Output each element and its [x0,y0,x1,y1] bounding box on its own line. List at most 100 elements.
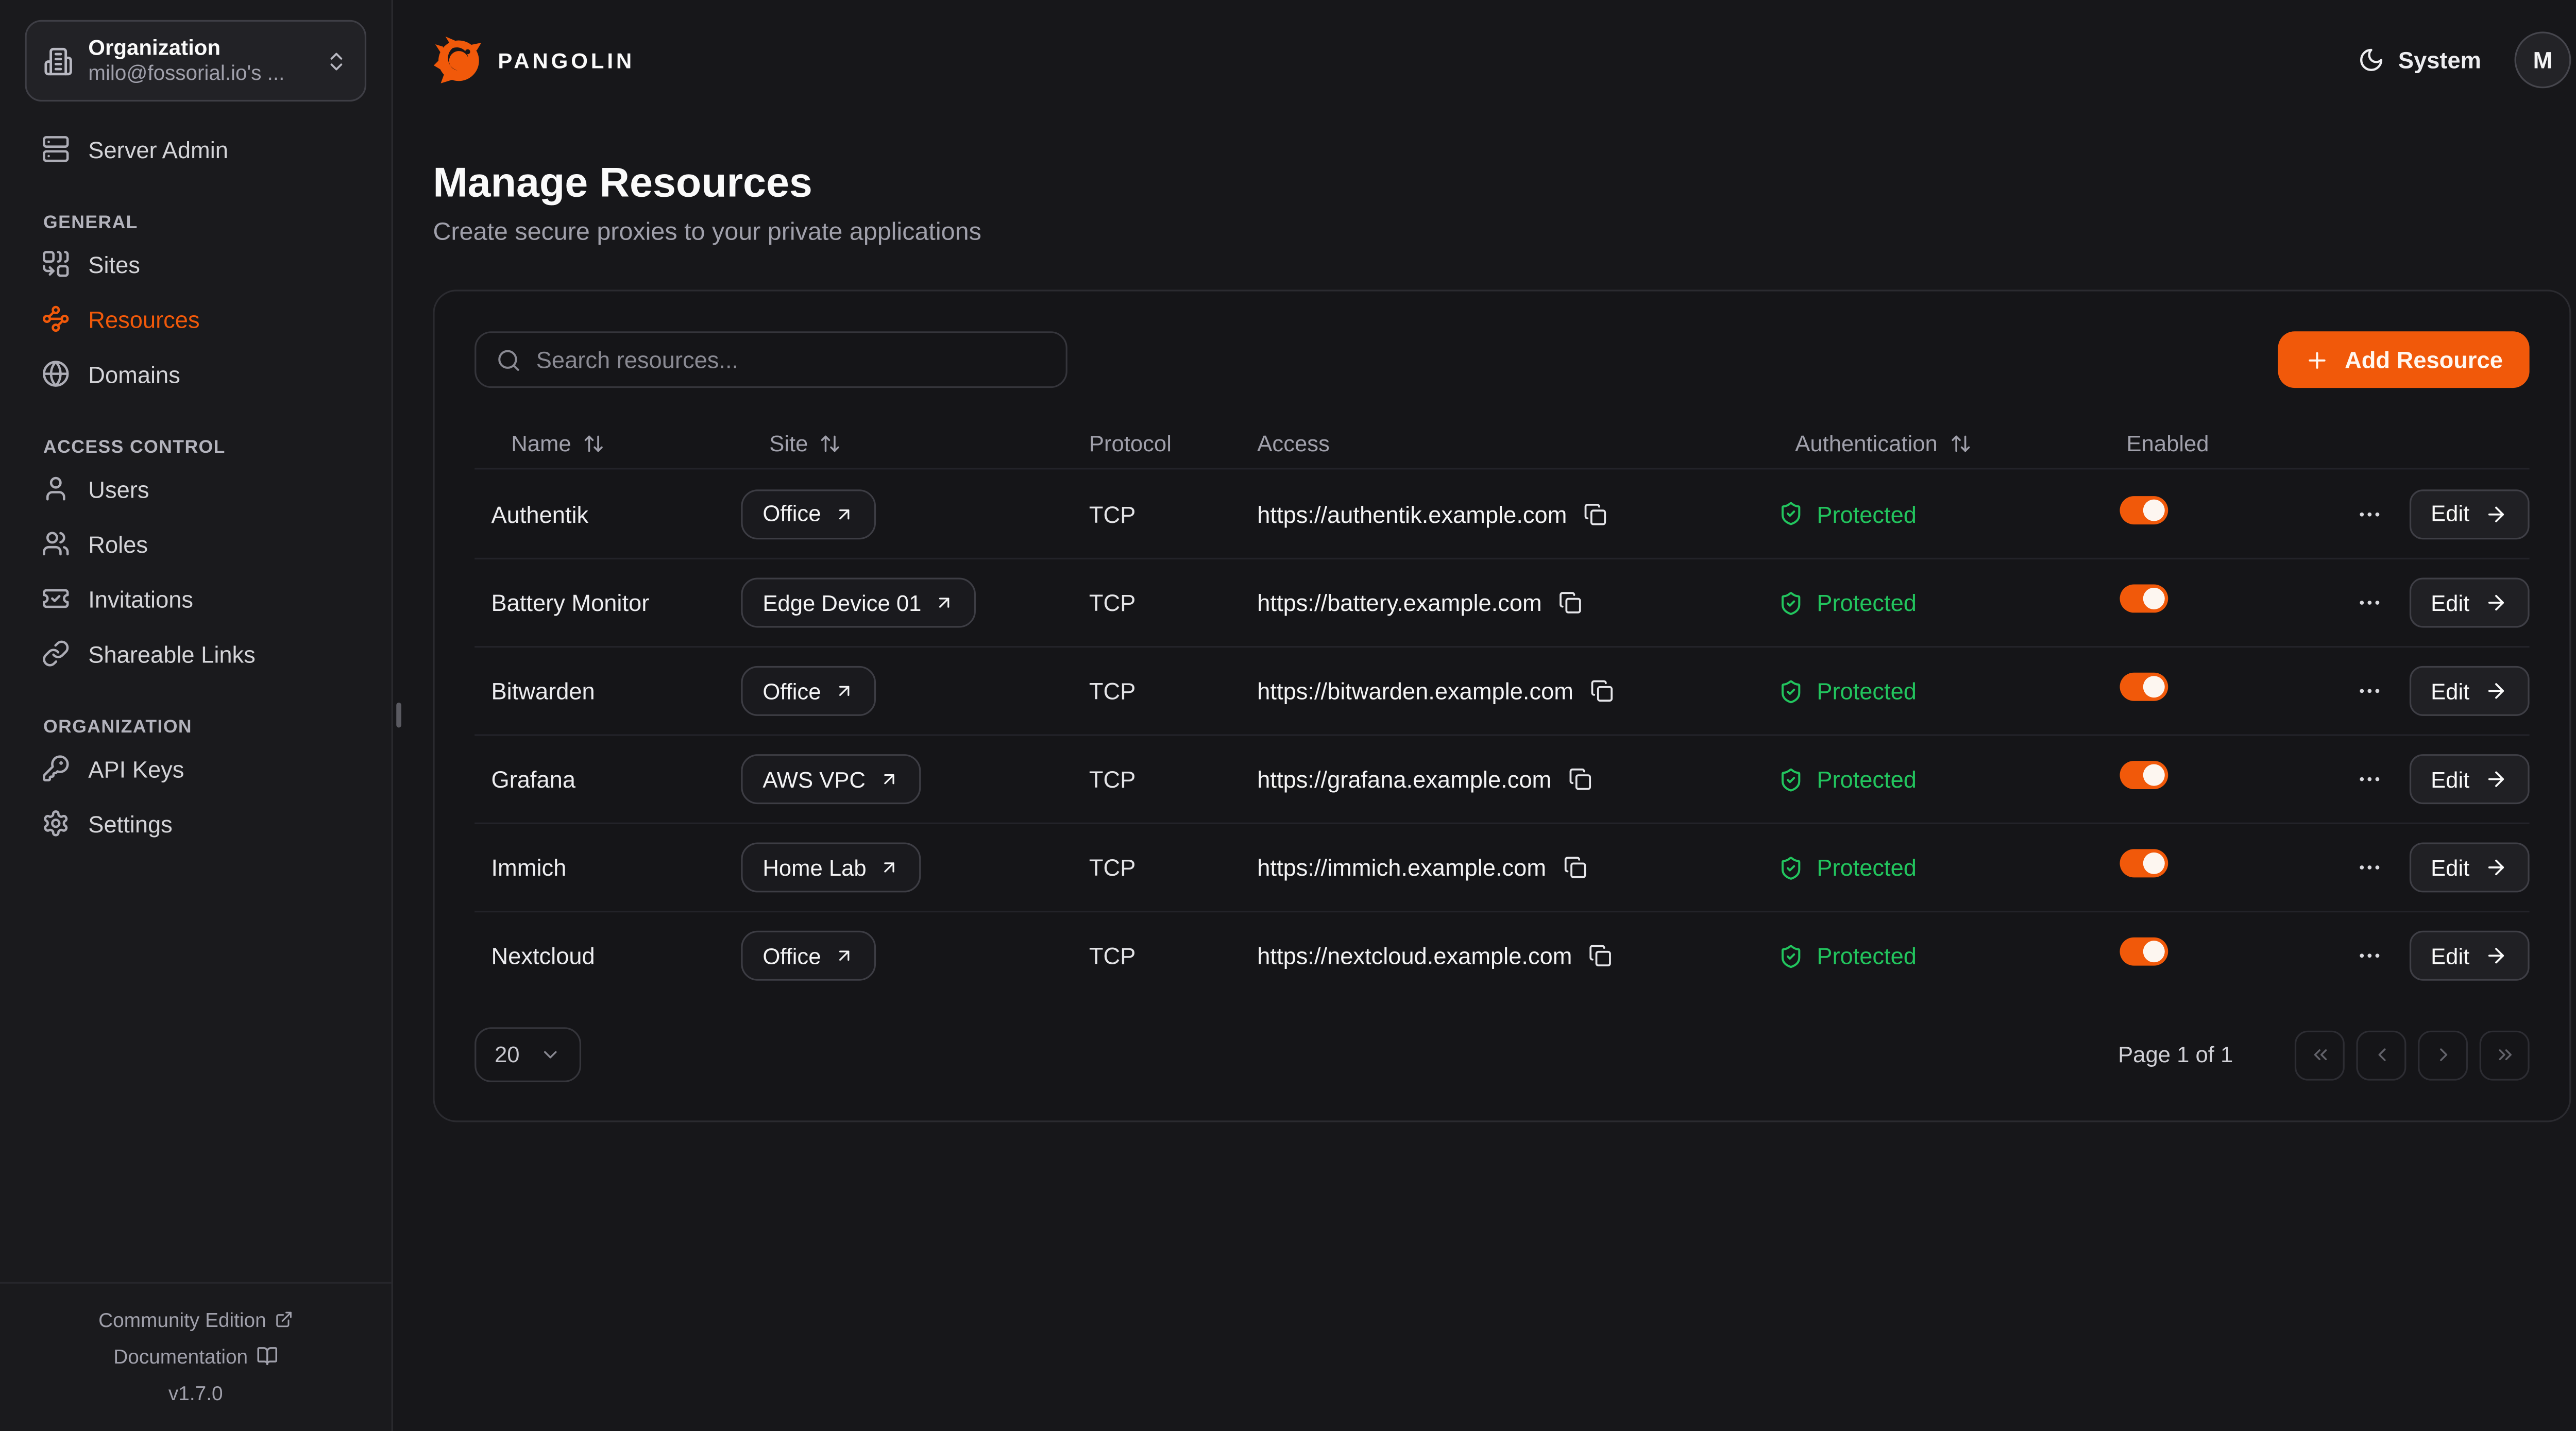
ellipsis-icon [2356,854,2383,881]
arrow-right-icon [2484,591,2507,614]
column-header-label: Protocol [1089,430,1172,455]
sidebar-item-invitations[interactable]: Invitations [25,571,366,626]
copy-icon [1584,502,1607,525]
access-url: https://grafana.example.com [1257,765,1552,793]
access-url: https://nextcloud.example.com [1257,942,1572,969]
enabled-toggle[interactable] [2120,937,2168,966]
site-name: Office [762,501,821,526]
edit-button[interactable]: Edit [2409,577,2530,628]
enabled-toggle[interactable] [2120,495,2168,524]
edit-button[interactable]: Edit [2409,930,2530,981]
column-header-protocol: Protocol [1089,431,1257,455]
site-link[interactable]: Office [741,666,876,716]
sidebar-item-roles[interactable]: Roles [25,516,366,571]
authentication-label: Protected [1817,765,1917,793]
copy-url-button[interactable] [1558,591,1582,614]
search-box[interactable] [474,331,1067,388]
column-header-site[interactable]: Site [741,431,1089,455]
row-menu-button[interactable] [2356,677,2383,704]
sidebar-item-server-admin[interactable]: Server Admin [25,122,366,177]
previous-page-button[interactable] [2356,1030,2406,1080]
table-row: Grafana AWS VPC TCP https://grafana.example… [474,734,2530,822]
sidebar-section-label: GENERAL [43,213,138,233]
external-link-icon [275,1310,293,1329]
row-actions: Edit [2319,930,2530,981]
edit-label: Edit [2431,943,2470,968]
ellipsis-icon [2356,589,2383,616]
site-cell: Office [741,488,1089,539]
site-link[interactable]: Home Lab [741,842,922,893]
add-resource-button[interactable]: Add Resource [2278,331,2530,388]
column-header-label: Access [1257,430,1330,455]
enabled-toggle[interactable] [2120,584,2168,613]
row-menu-button[interactable] [2356,766,2383,793]
row-menu-button[interactable] [2356,854,2383,881]
ticket-check-icon [42,584,70,612]
edit-button[interactable]: Edit [2409,488,2530,539]
community-edition-label: Community Edition [98,1307,266,1332]
column-header-name[interactable]: Name [474,431,741,455]
page-size-select[interactable]: 20 [474,1027,582,1082]
copy-url-button[interactable] [1584,502,1607,525]
enabled-cell [2120,584,2320,621]
last-page-button[interactable] [2479,1030,2530,1080]
enabled-toggle[interactable] [2120,849,2168,878]
edit-button[interactable]: Edit [2409,754,2530,805]
site-link[interactable]: Office [741,488,876,539]
sidebar-item-resources[interactable]: Resources [25,292,366,347]
documentation-link[interactable]: Documentation [16,1338,375,1374]
copy-url-button[interactable] [1589,944,1612,967]
copy-url-button[interactable] [1568,768,1591,791]
community-edition-link[interactable]: Community Edition [16,1301,375,1338]
page-label: Page 1 of 1 [2118,1042,2233,1067]
arrow-right-icon [2484,768,2507,791]
chevrons-right-icon [2494,1044,2515,1066]
theme-toggle[interactable]: System [2358,46,2481,74]
row-menu-button[interactable] [2356,500,2383,527]
site-name: Edge Device 01 [762,590,922,616]
page-subtitle: Create secure proxies to your private ap… [433,218,981,247]
edit-button[interactable]: Edit [2409,842,2530,893]
table-header-row: Name Site Protocol Access Authentication Enab… [474,418,2530,470]
enabled-cell [2120,761,2320,797]
enabled-cell [2120,672,2320,709]
column-header-label: Site [769,430,808,455]
org-selector-subtitle: milo@fossorial.io's ... [88,61,285,85]
enabled-toggle[interactable] [2120,672,2168,701]
edit-button[interactable]: Edit [2409,666,2530,716]
org-selector-title: Organization [88,34,221,59]
theme-label: System [2398,46,2481,74]
row-menu-button[interactable] [2356,942,2383,969]
shield-check-icon [1778,590,1803,615]
sidebar-item-label: Roles [88,530,148,557]
row-menu-button[interactable] [2356,589,2383,616]
protocol-value: TCP [1089,765,1136,793]
site-link[interactable]: AWS VPC [741,754,921,805]
copy-url-button[interactable] [1563,856,1586,879]
copy-url-button[interactable] [1590,679,1613,703]
sidebar-item-shareable-links[interactable]: Shareable Links [25,626,366,681]
link-icon [42,639,70,668]
sidebar-item-sites[interactable]: Sites [25,236,366,292]
chevron-left-icon [2370,1044,2392,1066]
copy-icon [1568,768,1591,791]
column-header-authentication[interactable]: Authentication [1778,431,2120,455]
authentication-badge: Protected [1778,589,2120,616]
authentication-badge: Protected [1778,677,2120,704]
site-link[interactable]: Edge Device 01 [741,577,977,628]
site-link[interactable]: Office [741,930,876,981]
resource-name: Nextcloud [491,942,595,969]
table-row: Immich Home Lab TCP https://immich.example.… [474,822,2530,911]
sidebar-scrollbar-thumb[interactable] [396,702,401,728]
sidebar-item-users[interactable]: Users [25,461,366,516]
first-page-button[interactable] [2294,1030,2345,1080]
sidebar-item-domains[interactable]: Domains [25,346,366,401]
search-input[interactable] [536,346,1046,373]
sidebar-item-settings[interactable]: Settings [25,796,366,851]
enabled-toggle[interactable] [2120,761,2168,790]
sidebar-item-api-keys[interactable]: API Keys [25,741,366,796]
user-avatar[interactable]: M [2514,31,2571,89]
org-selector[interactable]: Organization milo@fossorial.io's ... [25,20,367,102]
next-page-button[interactable] [2418,1030,2468,1080]
